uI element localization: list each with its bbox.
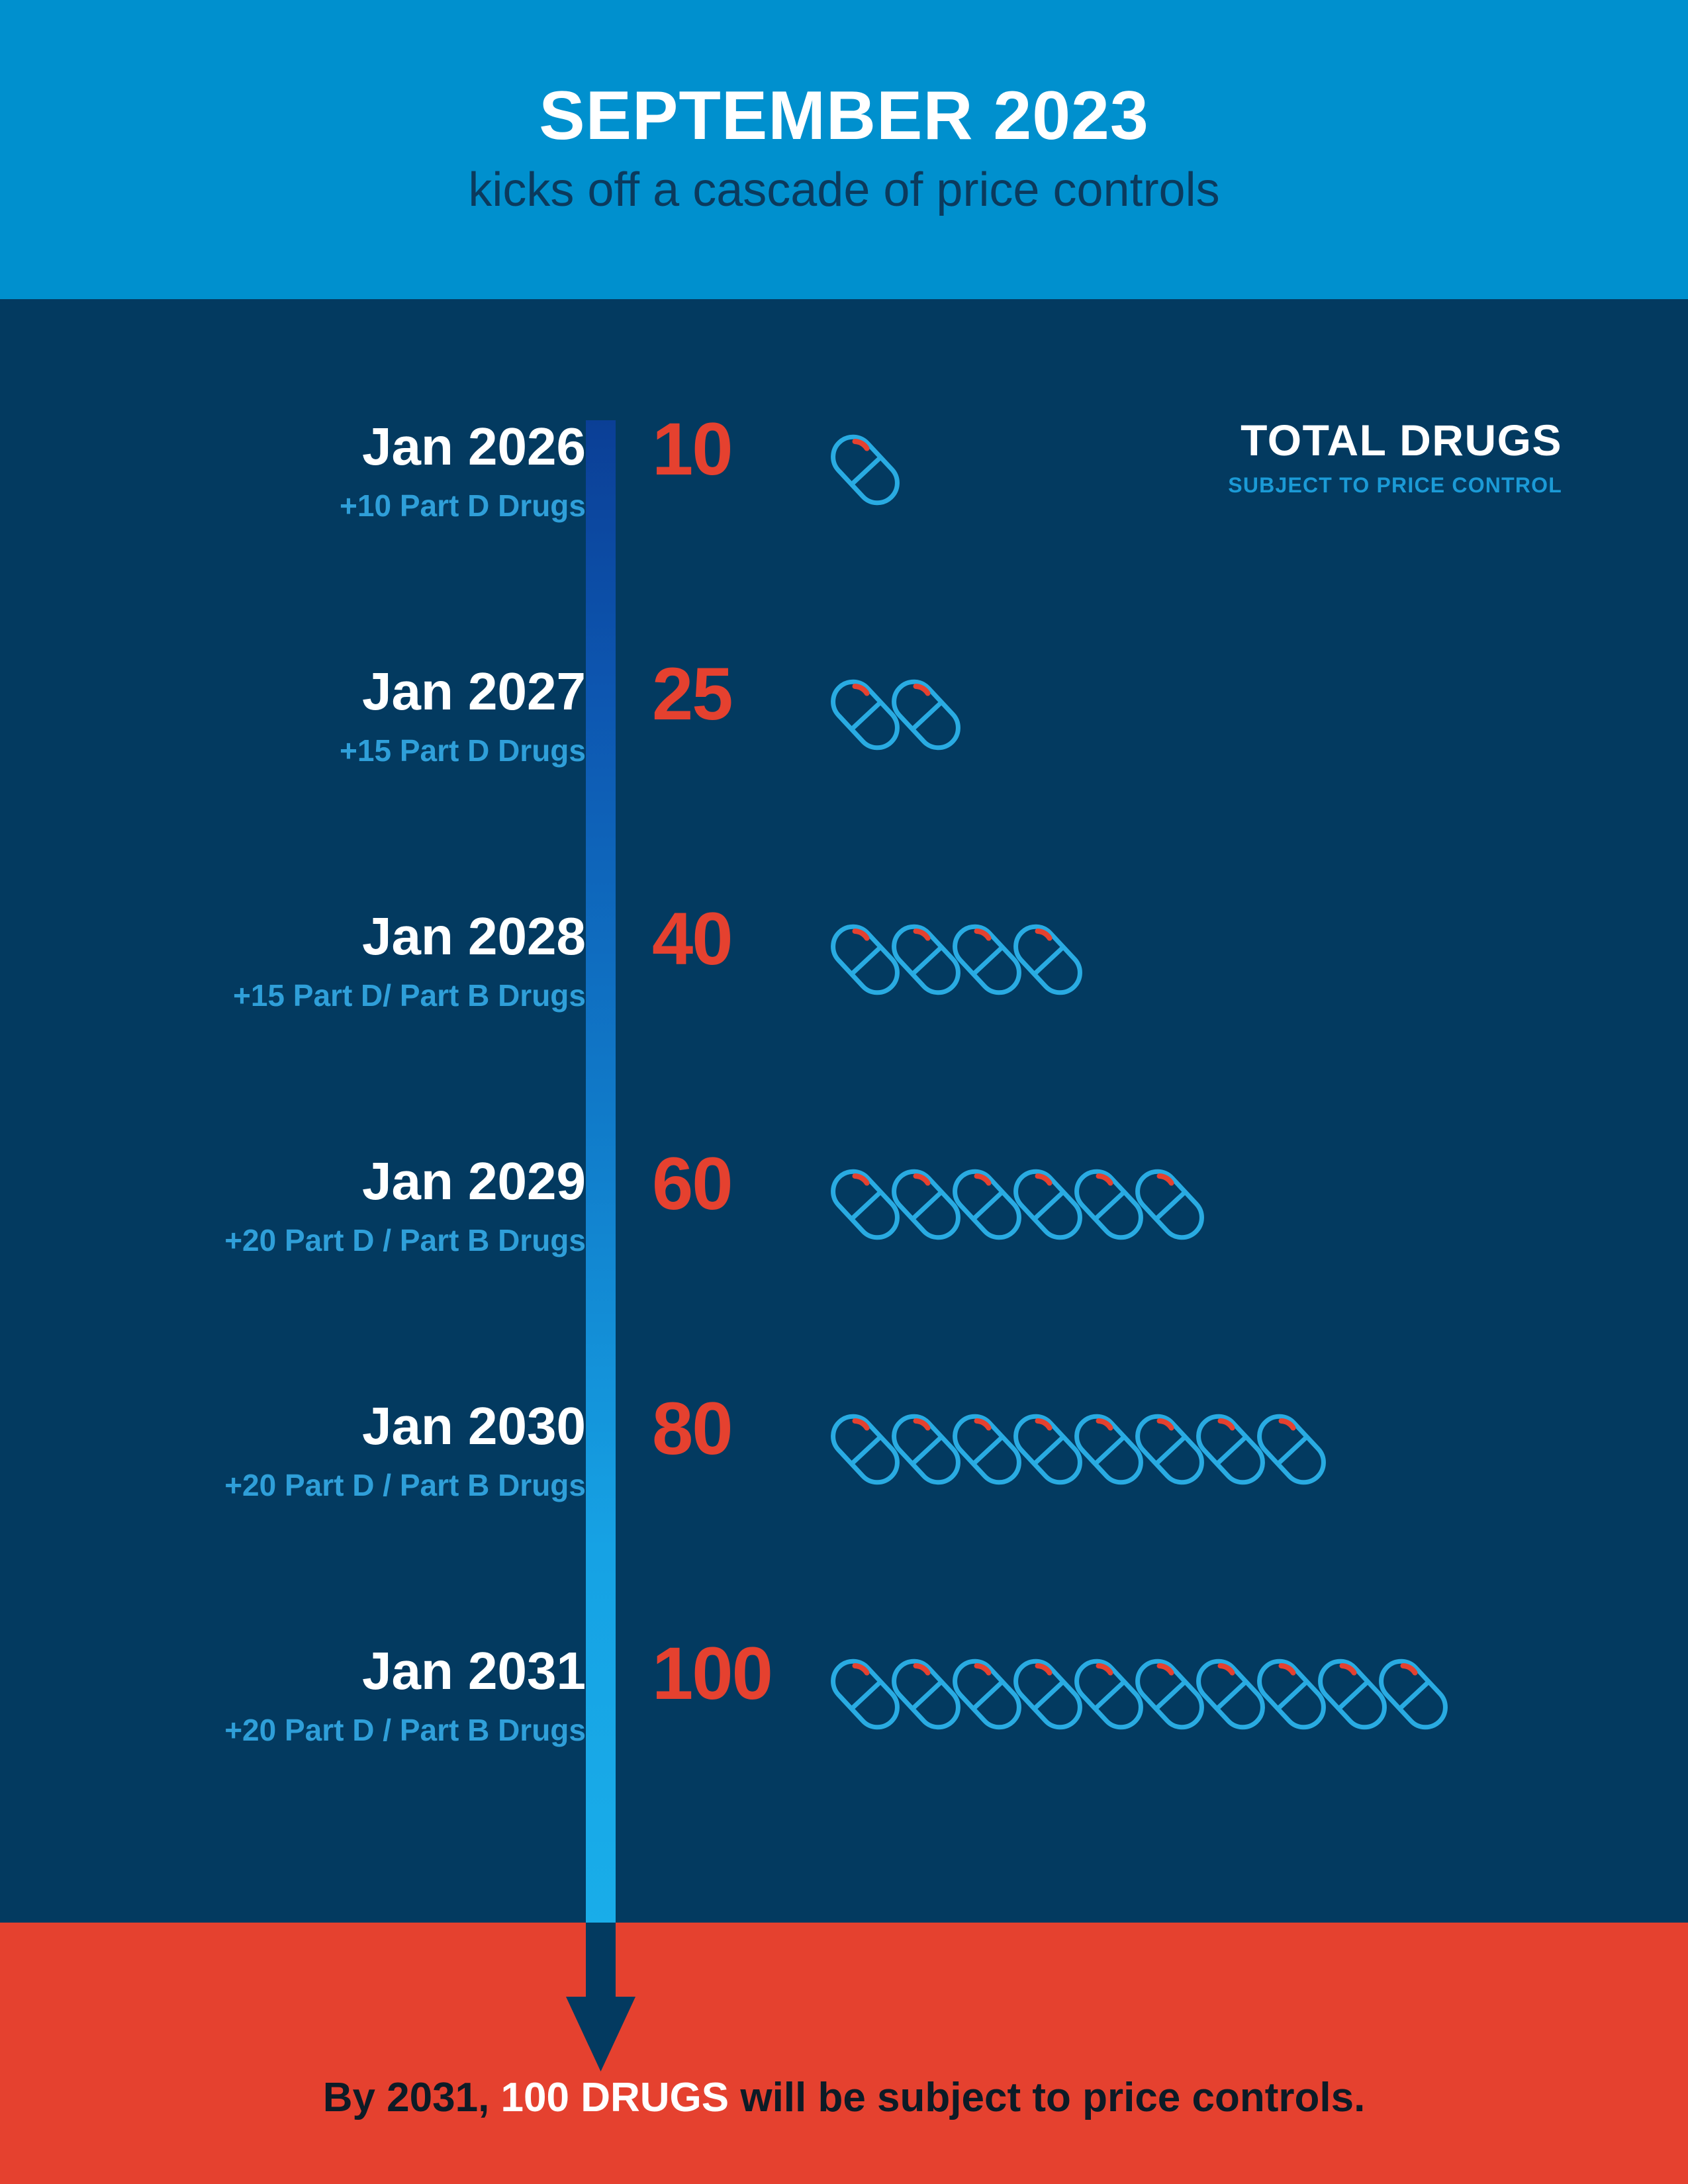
row-year: Jan 2030 (361, 1396, 586, 1455)
pill-capsule-icon (831, 1169, 900, 1240)
pill-icon-strip (831, 1161, 1204, 1248)
footer-prefix: By 2031, (322, 2075, 501, 2120)
pill-capsule-icon (1074, 1414, 1143, 1485)
pill-capsule-icon (831, 434, 900, 506)
footer-banner: By 2031, 100 DRUGS will be subject to pr… (0, 1923, 1688, 2184)
row-note: +10 Part D Drugs (340, 488, 586, 523)
timeline-row: Jan 2029 +20 Part D / Part B Drugs 60 (0, 1147, 1688, 1314)
page-subtitle: kicks off a cascade of price controls (468, 163, 1220, 217)
row-label-group: Jan 2030 +20 Part D / Part B Drugs (0, 1396, 586, 1502)
pill-capsule-icon (953, 1414, 1021, 1485)
pill-capsule-icon (1074, 1659, 1143, 1730)
row-label-group: Jan 2027 +15 Part D Drugs (0, 665, 586, 766)
footer-highlight: 100 DRUGS (500, 2075, 729, 2120)
footer-summary-text: By 2031, 100 DRUGS will be subject to pr… (0, 2073, 1688, 2122)
pill-capsule-icon (953, 1659, 1021, 1730)
pill-capsule-icon (953, 1169, 1021, 1240)
row-year: Jan 2031 (361, 1641, 586, 1700)
pill-icon-strip (831, 427, 900, 513)
pill-capsule-icon (1013, 924, 1082, 995)
timeline-row: Jan 2027 +15 Part D Drugs 25 (0, 657, 1688, 824)
timeline-row: Jan 2030 +20 Part D / Part B Drugs 80 (0, 1392, 1688, 1559)
pill-capsule-icon (892, 1169, 961, 1240)
pill-capsule-icon (831, 1414, 900, 1485)
row-note: +15 Part D Drugs (340, 733, 586, 768)
pill-capsule-icon (1074, 1169, 1143, 1240)
pill-capsule-icon (1318, 1659, 1387, 1730)
pill-capsule-icon (1013, 1169, 1082, 1240)
legend-block: TOTAL DRUGS SUBJECT TO PRICE CONTROL (1228, 415, 1562, 498)
row-total-count: 100 (652, 1632, 773, 1715)
row-note: +20 Part D / Part B Drugs (224, 1223, 586, 1257)
legend-subtitle: SUBJECT TO PRICE CONTROL (1228, 473, 1562, 497)
row-label-group: Jan 2029 +20 Part D / Part B Drugs (0, 1152, 586, 1257)
pill-icon-strip (831, 1651, 1448, 1737)
timeline-row: Jan 2026 +10 Part D Drugs 10 (0, 412, 1688, 579)
row-year: Jan 2029 (361, 1152, 586, 1210)
pill-capsule-icon (892, 924, 961, 995)
pill-capsule-icon (1257, 1659, 1326, 1730)
row-year: Jan 2028 (361, 907, 586, 966)
timeline-body: TOTAL DRUGS SUBJECT TO PRICE CONTROL Jan… (0, 299, 1688, 1926)
pill-capsule-icon (1135, 1169, 1204, 1240)
pill-icon-strip (831, 1406, 1326, 1492)
pill-capsule-icon (892, 679, 961, 751)
pill-icon-strip (831, 917, 1082, 1003)
footer-suffix: will be subject to price controls. (729, 2075, 1366, 2120)
row-year: Jan 2026 (361, 417, 586, 476)
pill-capsule-icon (892, 1659, 961, 1730)
header-banner: SEPTEMBER 2023 kicks off a cascade of pr… (0, 0, 1688, 299)
row-total-count: 25 (652, 653, 733, 735)
row-total-count: 40 (652, 897, 733, 980)
row-label-group: Jan 2026 +10 Part D Drugs (0, 417, 586, 523)
row-label-group: Jan 2031 +20 Part D / Part B Drugs (0, 1641, 586, 1747)
pill-capsule-icon (1135, 1659, 1204, 1730)
page-title: SEPTEMBER 2023 (539, 77, 1149, 155)
pill-capsule-icon (1196, 1414, 1265, 1485)
pill-capsule-icon (831, 924, 900, 995)
timeline-vertical-line (586, 420, 616, 1926)
pill-capsule-icon (1013, 1659, 1082, 1730)
pill-capsule-icon (1013, 1414, 1082, 1485)
pill-capsule-icon (1135, 1414, 1204, 1485)
pill-icon-strip (831, 672, 961, 758)
down-arrow-icon (566, 1923, 635, 2071)
pill-capsule-icon (953, 924, 1021, 995)
row-year: Jan 2027 (361, 662, 586, 721)
row-total-count: 10 (652, 408, 733, 490)
timeline-row: Jan 2028 +15 Part D/ Part B Drugs 40 (0, 902, 1688, 1069)
pill-capsule-icon (831, 679, 900, 751)
timeline-row: Jan 2031 +20 Part D / Part B Drugs 100 (0, 1637, 1688, 1803)
pill-capsule-icon (831, 1659, 900, 1730)
pill-capsule-icon (1257, 1414, 1326, 1485)
row-note: +15 Part D/ Part B Drugs (232, 978, 586, 1013)
row-total-count: 80 (652, 1387, 733, 1470)
row-label-group: Jan 2028 +15 Part D/ Part B Drugs (0, 910, 586, 1011)
pill-capsule-icon (1196, 1659, 1265, 1730)
row-note: +20 Part D / Part B Drugs (224, 1468, 586, 1502)
row-total-count: 60 (652, 1142, 733, 1225)
row-note: +20 Part D / Part B Drugs (224, 1713, 586, 1747)
legend-title: TOTAL DRUGS (1241, 416, 1562, 465)
pill-capsule-icon (1379, 1659, 1448, 1730)
pill-capsule-icon (892, 1414, 961, 1485)
